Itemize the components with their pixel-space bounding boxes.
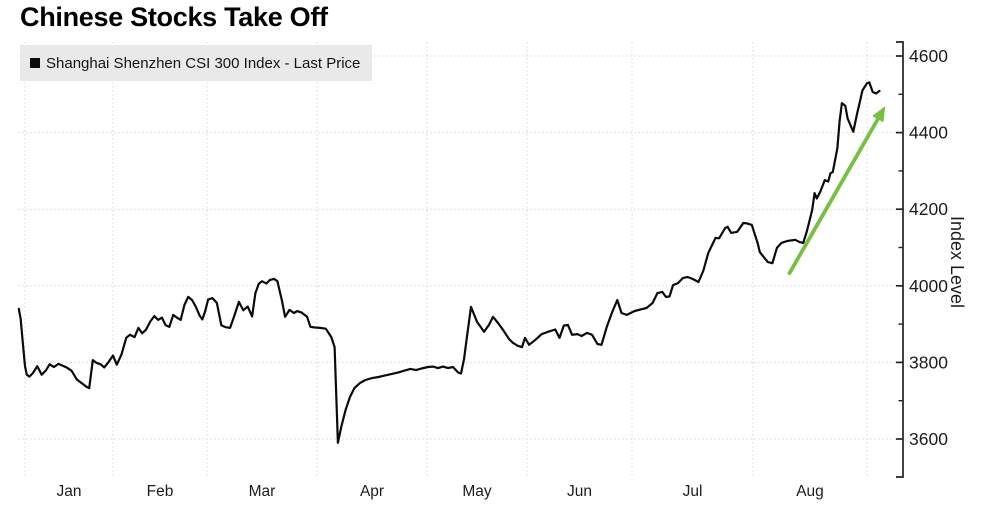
price-line — [17, 81, 881, 444]
x-tick-label: Aug — [796, 483, 824, 500]
legend-label: Shanghai Shenzhen CSI 300 Index - Last P… — [46, 54, 361, 72]
legend: Shanghai Shenzhen CSI 300 Index - Last P… — [20, 45, 373, 81]
y-axis-title: Index Level — [947, 216, 967, 308]
x-tick-label: Jul — [683, 483, 703, 500]
trend-arrow-head — [872, 106, 886, 123]
chart-title: Chinese Stocks Take Off — [20, 2, 328, 32]
legend-swatch-icon — [30, 58, 40, 68]
x-tick-label: Feb — [147, 483, 174, 500]
x-tick-label: Jun — [567, 483, 592, 500]
x-tick-label: Apr — [360, 483, 384, 500]
x-tick-label: May — [462, 483, 492, 500]
y-tick-label: 4000 — [909, 276, 948, 296]
y-tick-label: 4600 — [909, 46, 948, 66]
y-tick-label: 3600 — [909, 429, 948, 449]
x-tick-label: Mar — [249, 483, 276, 500]
y-tick-label: 3800 — [909, 352, 948, 372]
trend-arrow-shaft — [787, 115, 881, 276]
y-axis-line — [896, 41, 904, 478]
x-tick-label: Jan — [57, 483, 82, 500]
y-tick-label: 4200 — [909, 199, 948, 219]
y-tick-label: 4400 — [909, 123, 948, 143]
